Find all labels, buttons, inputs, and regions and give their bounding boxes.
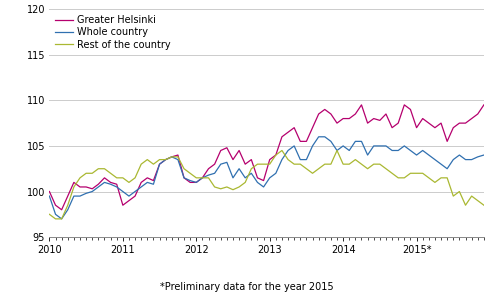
Rest of the country	[456, 190, 462, 193]
Rest of the country	[481, 203, 487, 207]
Greater Helsinki	[346, 117, 352, 120]
Whole country	[481, 153, 487, 157]
Rest of the country	[303, 167, 309, 171]
Whole country	[59, 217, 65, 221]
Greater Helsinki	[328, 112, 334, 116]
Whole country	[297, 158, 303, 161]
Greater Helsinki	[200, 176, 206, 180]
Legend: Greater Helsinki, Whole country, Rest of the country: Greater Helsinki, Whole country, Rest of…	[52, 12, 173, 53]
Rest of the country	[46, 212, 52, 216]
Greater Helsinki	[359, 103, 365, 107]
Rest of the country	[114, 176, 120, 180]
Rest of the country	[334, 149, 340, 152]
Greater Helsinki	[297, 140, 303, 143]
Rest of the country	[352, 158, 358, 161]
Greater Helsinki	[59, 208, 65, 212]
Greater Helsinki	[114, 182, 120, 186]
Whole country	[46, 194, 52, 198]
Whole country	[334, 149, 340, 152]
Text: *Preliminary data for the year 2015: *Preliminary data for the year 2015	[160, 282, 334, 292]
Greater Helsinki	[481, 103, 487, 107]
Greater Helsinki	[456, 121, 462, 125]
Whole country	[114, 185, 120, 189]
Greater Helsinki	[46, 190, 52, 193]
Rest of the country	[279, 149, 285, 152]
Rest of the country	[200, 176, 206, 180]
Rest of the country	[52, 217, 58, 221]
Whole country	[200, 176, 206, 180]
Whole country	[456, 153, 462, 157]
Whole country	[352, 140, 358, 143]
Line: Greater Helsinki: Greater Helsinki	[49, 105, 484, 210]
Line: Rest of the country: Rest of the country	[49, 150, 484, 219]
Line: Whole country: Whole country	[49, 137, 484, 219]
Whole country	[316, 135, 322, 139]
